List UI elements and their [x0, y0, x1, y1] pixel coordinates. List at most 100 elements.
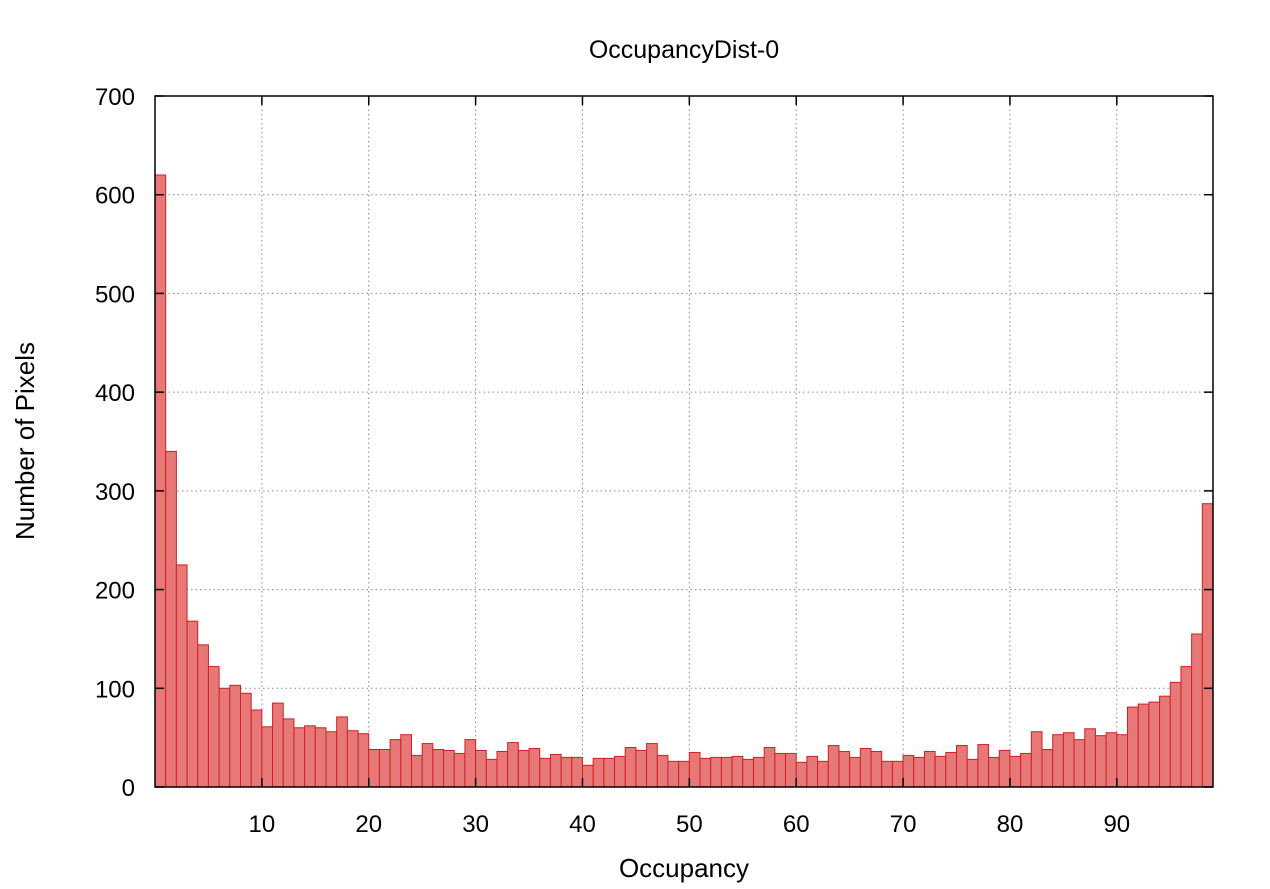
- histogram-bar: [956, 745, 968, 788]
- histogram-bar: [988, 756, 1000, 788]
- histogram-bar: [656, 754, 669, 788]
- histogram-bar: [154, 174, 167, 788]
- histogram-bar: [165, 450, 177, 788]
- histogram-bar: [624, 747, 637, 788]
- histogram-bar: [197, 644, 209, 788]
- histogram-bar: [421, 743, 434, 788]
- histogram-bar: [453, 752, 466, 788]
- histogram-bar: [998, 749, 1011, 788]
- histogram-bar: [443, 749, 455, 788]
- histogram-bar: [485, 758, 498, 788]
- histogram-bar: [934, 755, 947, 788]
- histogram-bar: [378, 748, 391, 788]
- histogram-bar: [239, 692, 252, 788]
- bars: [154, 174, 1214, 788]
- histogram-bar: [1148, 701, 1161, 788]
- histogram-bar: [838, 750, 851, 788]
- histogram-bar: [1062, 732, 1075, 788]
- histogram-bar: [229, 684, 241, 788]
- histogram-bar: [603, 757, 616, 788]
- x-tick-labels: 10 20 30 40 50 60 70 80 90: [249, 811, 1131, 838]
- histogram-bar: [859, 748, 872, 788]
- histogram-bar: [1180, 666, 1193, 788]
- y-tick-label: 700: [95, 84, 135, 111]
- histogram-bar: [592, 757, 605, 788]
- histogram-bar: [1052, 734, 1064, 788]
- x-tick-label: 50: [676, 811, 703, 838]
- y-tick-labels: 0 100 200 300 400 500 600 700: [95, 84, 135, 802]
- chart-title: OccupancyDist-0: [589, 36, 779, 64]
- histogram-bar: [646, 743, 658, 788]
- histogram-bar: [1169, 681, 1182, 788]
- x-tick-label: 40: [569, 811, 596, 838]
- y-tick-label: 600: [95, 183, 135, 210]
- histogram-bar: [1191, 633, 1203, 788]
- histogram-bar: [336, 716, 348, 788]
- histogram-bar: [539, 757, 551, 788]
- histogram-bar: [410, 754, 423, 788]
- histogram-bar: [891, 760, 904, 788]
- y-tick-label: 0: [122, 775, 135, 802]
- histogram-bar: [1084, 728, 1096, 788]
- histogram-bar: [817, 760, 829, 788]
- histogram-bar: [1020, 752, 1032, 788]
- x-axis-title: Occupancy: [619, 853, 749, 883]
- histogram-bar: [614, 755, 626, 788]
- y-axis-title: Number of Pixels: [10, 342, 40, 540]
- histogram-bar: [1127, 706, 1139, 788]
- histogram-bar: [293, 727, 306, 788]
- histogram-bar: [1105, 732, 1118, 788]
- histogram-bar: [571, 756, 583, 788]
- histogram-bar: [1030, 731, 1043, 788]
- histogram-bar: [1009, 755, 1022, 788]
- histogram-bar: [720, 756, 733, 788]
- x-tick-label: 70: [890, 811, 917, 838]
- histogram-bar: [475, 749, 487, 788]
- histogram-bar: [549, 753, 562, 788]
- histogram-bar: [1201, 503, 1214, 788]
- histogram-bar: [207, 666, 220, 788]
- histogram-bar: [389, 739, 402, 788]
- histogram-bar: [966, 758, 979, 788]
- histogram-bar: [678, 760, 690, 788]
- histogram-bar: [581, 764, 594, 788]
- histogram-bar: [881, 760, 893, 788]
- histogram-bar: [710, 756, 722, 788]
- x-tick-label: 20: [355, 811, 382, 838]
- histogram-bar: [923, 750, 936, 788]
- x-tick-label: 30: [462, 811, 489, 838]
- histogram-bar: [1137, 703, 1150, 788]
- histogram-bar: [175, 564, 188, 788]
- histogram-bar: [1116, 734, 1129, 788]
- histogram-bar: [667, 760, 680, 788]
- histogram-bar: [464, 739, 477, 788]
- histogram-bar: [1094, 735, 1107, 788]
- histogram-bar: [218, 687, 231, 788]
- histogram-bar: [742, 758, 754, 788]
- histogram-bar: [507, 742, 519, 788]
- histogram-bar: [528, 748, 541, 788]
- histogram-bar: [560, 756, 573, 788]
- histogram-bar: [517, 749, 530, 788]
- histogram-bar: [282, 718, 295, 788]
- histogram-bar: [913, 756, 925, 788]
- histogram-bar: [261, 726, 274, 788]
- histogram-bar: [368, 748, 380, 788]
- histogram-bar: [357, 733, 370, 788]
- histogram-bar: [795, 761, 808, 788]
- histogram-bar: [731, 755, 744, 788]
- histogram-bar: [688, 751, 701, 788]
- x-tick-label: 90: [1103, 811, 1130, 838]
- histogram-bar: [774, 752, 787, 788]
- y-tick-label: 200: [95, 578, 135, 605]
- histogram-bar: [432, 748, 445, 788]
- histogram-bar: [250, 709, 263, 788]
- histogram-bar: [806, 755, 819, 788]
- histogram-bar: [186, 620, 199, 788]
- histogram-bar: [827, 745, 840, 788]
- histogram-bar: [346, 730, 359, 788]
- x-tick-label: 60: [783, 811, 810, 838]
- plot-frame: [154, 95, 1214, 788]
- x-tick-label: 10: [249, 811, 276, 838]
